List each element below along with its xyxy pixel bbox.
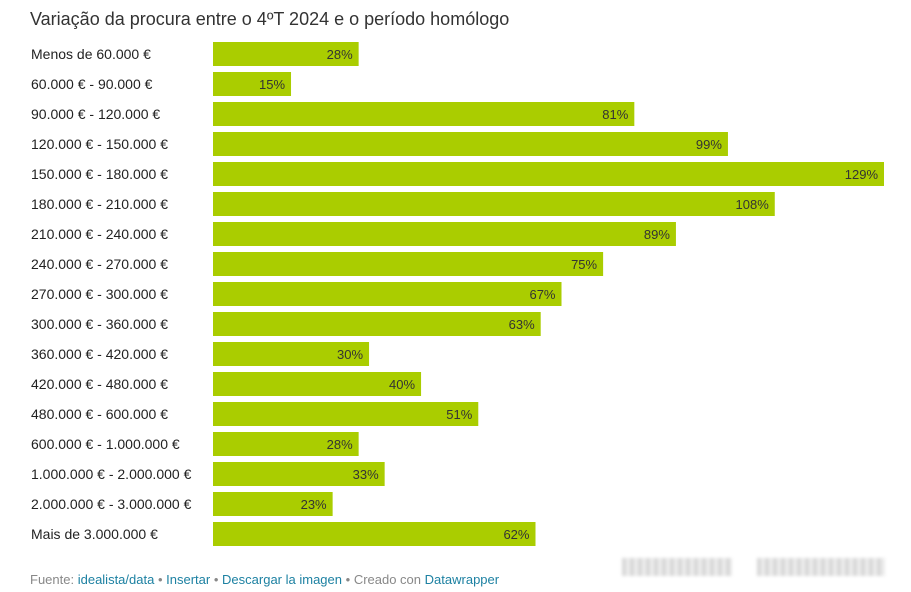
bar — [213, 372, 422, 396]
category-label: 210.000 € - 240.000 € — [31, 226, 168, 242]
source-link[interactable]: idealista/data — [77, 572, 155, 587]
blurred-watermark-block — [622, 558, 732, 576]
bar — [213, 132, 728, 156]
source-prefix: Fuente: — [30, 572, 75, 587]
category-label: 180.000 € - 210.000 € — [31, 196, 168, 212]
value-label: 75% — [571, 257, 597, 272]
bar — [213, 162, 884, 186]
blurred-watermark — [612, 554, 890, 580]
bar — [213, 342, 370, 366]
value-label: 108% — [736, 197, 770, 212]
download-image-link[interactable]: Descargar la imagen — [222, 572, 342, 587]
created-with-text: Creado con — [353, 572, 422, 587]
category-label: 60.000 € - 90.000 € — [31, 76, 153, 92]
category-label: 150.000 € - 180.000 € — [31, 166, 168, 182]
bar — [213, 102, 635, 126]
category-label: 120.000 € - 150.000 € — [31, 136, 168, 152]
bar — [213, 312, 541, 336]
category-label: 2.000.000 € - 3.000.000 € — [31, 496, 192, 512]
bar — [213, 222, 676, 246]
bar — [213, 282, 562, 306]
category-label: 300.000 € - 360.000 € — [31, 316, 168, 332]
bar — [213, 492, 333, 516]
category-label: 480.000 € - 600.000 € — [31, 406, 168, 422]
value-label: 51% — [446, 407, 472, 422]
bar — [213, 72, 292, 96]
footer-separator: • — [213, 572, 219, 587]
category-label: 240.000 € - 270.000 € — [31, 256, 168, 272]
category-label: Menos de 60.000 € — [31, 46, 151, 62]
category-label: 90.000 € - 120.000 € — [31, 106, 160, 122]
bar — [213, 402, 479, 426]
value-label: 81% — [602, 107, 628, 122]
bar-chart: Menos de 60.000 € 28% 60.000 € - 90.000 € 1… — [31, 42, 884, 546]
bar — [213, 252, 604, 276]
value-label: 28% — [327, 437, 353, 452]
value-label: 28% — [327, 47, 353, 62]
category-label: 360.000 € - 420.000 € — [31, 346, 168, 362]
value-label: 23% — [301, 497, 327, 512]
category-label: Mais de 3.000.000 € — [31, 526, 158, 542]
bar — [213, 462, 385, 486]
bar — [213, 432, 359, 456]
value-label: 67% — [529, 287, 555, 302]
footer-separator: • — [157, 572, 163, 587]
footer-separator: • — [345, 572, 351, 587]
value-label: 33% — [353, 467, 379, 482]
value-label: 99% — [696, 137, 722, 152]
category-label: 270.000 € - 300.000 € — [31, 286, 168, 302]
value-label: 15% — [259, 77, 285, 92]
category-label: 420.000 € - 480.000 € — [31, 376, 168, 392]
blurred-watermark-block — [757, 558, 885, 576]
insert-link[interactable]: Insertar — [166, 572, 211, 587]
datawrapper-link[interactable]: Datawrapper — [424, 572, 500, 587]
chart-title: Variação da procura entre o 4ºT 2024 e o… — [30, 9, 510, 29]
bar — [213, 522, 536, 546]
bar — [213, 42, 359, 66]
bar — [213, 192, 775, 216]
category-label: 1.000.000 € - 2.000.000 € — [31, 466, 192, 482]
value-label: 40% — [389, 377, 415, 392]
value-label: 30% — [337, 347, 363, 362]
chart-footer: Fuente: idealista/data • Insertar • Desc… — [30, 572, 499, 587]
value-label: 129% — [845, 167, 879, 182]
category-label: 600.000 € - 1.000.000 € — [31, 436, 180, 452]
value-label: 62% — [503, 527, 529, 542]
value-label: 63% — [509, 317, 535, 332]
value-label: 89% — [644, 227, 670, 242]
